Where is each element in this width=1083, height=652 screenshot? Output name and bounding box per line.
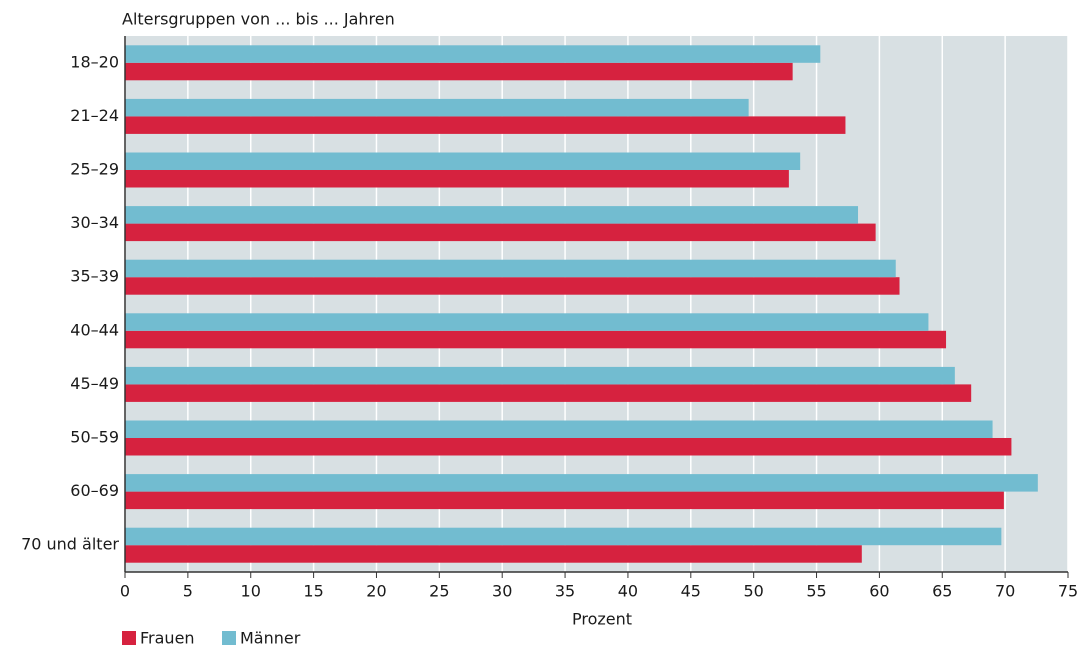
y-tick-label: 25–29 [70, 160, 119, 179]
y-tick-label: 21–24 [70, 106, 119, 125]
x-tick-label: 30 [492, 582, 512, 601]
bar [125, 223, 876, 242]
bar [125, 170, 789, 188]
bar [125, 98, 749, 117]
bar [125, 384, 972, 402]
bar [125, 313, 929, 331]
bar [125, 259, 896, 278]
x-tick-label: 5 [183, 582, 193, 601]
bar [125, 491, 1004, 510]
bar [125, 152, 801, 170]
bar [125, 45, 821, 63]
y-tick-label: 70 und älter [21, 535, 119, 554]
x-tick-label: 60 [869, 582, 889, 601]
x-tick-label: 55 [806, 582, 826, 601]
bar [125, 420, 993, 438]
bar [125, 206, 859, 224]
chart-title: Altersgruppen von ... bis ... Jahren [122, 10, 395, 29]
x-axis-label: Prozent [572, 610, 632, 629]
bar [125, 277, 900, 295]
x-tick-label: 20 [366, 582, 386, 601]
legend-label: Männer [240, 629, 301, 648]
bar [125, 330, 947, 349]
y-tick-label: 50–59 [70, 428, 119, 447]
x-tick-label: 50 [743, 582, 763, 601]
bar [125, 527, 1002, 546]
y-tick-label: 45–49 [70, 374, 119, 393]
y-tick-label: 40–44 [70, 320, 119, 339]
x-tick-label: 15 [303, 582, 323, 601]
x-tick-label: 45 [681, 582, 701, 601]
x-tick-label: 0 [120, 582, 130, 601]
x-tick-label: 25 [429, 582, 449, 601]
x-tick-label: 65 [932, 582, 952, 601]
x-tick-label: 10 [241, 582, 261, 601]
y-tick-label: 18–20 [70, 52, 119, 71]
x-tick-label: 40 [618, 582, 638, 601]
bar [125, 438, 1012, 456]
bar [125, 62, 793, 81]
x-tick-label: 35 [555, 582, 575, 601]
bar [125, 116, 846, 134]
x-tick-label: 75 [1058, 582, 1078, 601]
bar [125, 366, 955, 385]
legend-swatch [122, 631, 136, 645]
bar [125, 474, 1038, 492]
legend-swatch [222, 631, 236, 645]
bar [125, 545, 862, 563]
y-tick-label: 60–69 [70, 481, 119, 500]
y-tick-label: 30–34 [70, 213, 119, 232]
legend-label: Frauen [140, 629, 195, 648]
x-tick-label: 70 [995, 582, 1015, 601]
y-tick-label: 35–39 [70, 267, 119, 286]
